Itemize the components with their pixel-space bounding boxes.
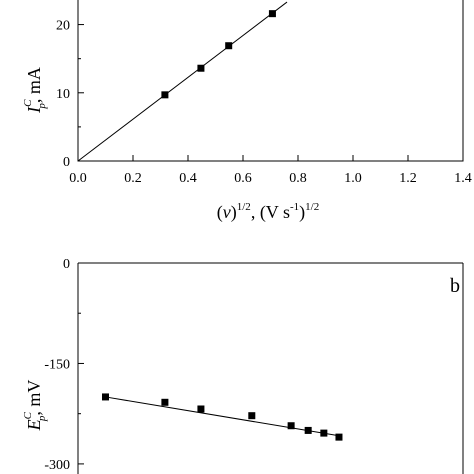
panel-a-y-axis-title: IC p, mA [22, 67, 48, 114]
data-point [197, 64, 205, 72]
panel-b-chart: 0 -150 -300 b EC p, mV [22, 257, 464, 474]
panel-b-series [102, 393, 343, 441]
panel-a-chart: 0.0 0.2 0.4 0.6 0.8 1.0 1.2 1.4 0 10 20 (v)1/2, (… [22, 0, 472, 223]
data-point [225, 42, 233, 50]
panel-a-y-axis: 0 10 20 [56, 19, 84, 170]
y-tick-label: 20 [56, 19, 70, 34]
y-tick-label: 0 [63, 155, 70, 170]
data-point [320, 429, 328, 437]
fit-line [105, 396, 340, 437]
data-point [197, 405, 205, 413]
panel-b-plot-area [77, 262, 464, 474]
panel-a-x-axis: 0.0 0.2 0.4 0.6 0.8 1.0 1.2 1.4 [69, 155, 472, 186]
panel-a-x-axis-title: (v)1/2, (V s-1)1/2 [217, 201, 319, 223]
fit-line [77, 1, 288, 162]
data-point [304, 426, 312, 434]
data-point [161, 398, 169, 406]
panel-b-y-axis: 0 -150 -300 [44, 257, 84, 473]
y-tick-label: 0 [63, 257, 70, 272]
panel-a-frame [77, 0, 464, 162]
y-tick-label: 10 [56, 87, 70, 102]
panel-a-plot-area [77, 0, 464, 162]
x-tick-label: 0.0 [69, 171, 87, 186]
x-tick-label: 0.2 [124, 171, 142, 186]
data-point [248, 412, 256, 420]
x-tick-label: 1.2 [399, 171, 417, 186]
panel-a-series [77, 1, 288, 162]
x-tick-label: 1.0 [344, 171, 362, 186]
x-tick-label: 0.4 [179, 171, 197, 186]
data-point [287, 422, 295, 430]
x-tick-label: 0.8 [289, 171, 307, 186]
y-tick-label: -300 [44, 458, 70, 473]
panel-b-label: b [450, 275, 460, 297]
y-tick-label: -150 [44, 357, 70, 372]
x-tick-label: 0.6 [234, 171, 252, 186]
data-point [335, 433, 343, 441]
data-point [161, 91, 169, 99]
data-point [102, 393, 109, 401]
x-tick-label: 1.4 [454, 171, 472, 186]
panel-b-y-axis-title: EC p, mV [22, 380, 48, 432]
data-point [268, 10, 276, 18]
